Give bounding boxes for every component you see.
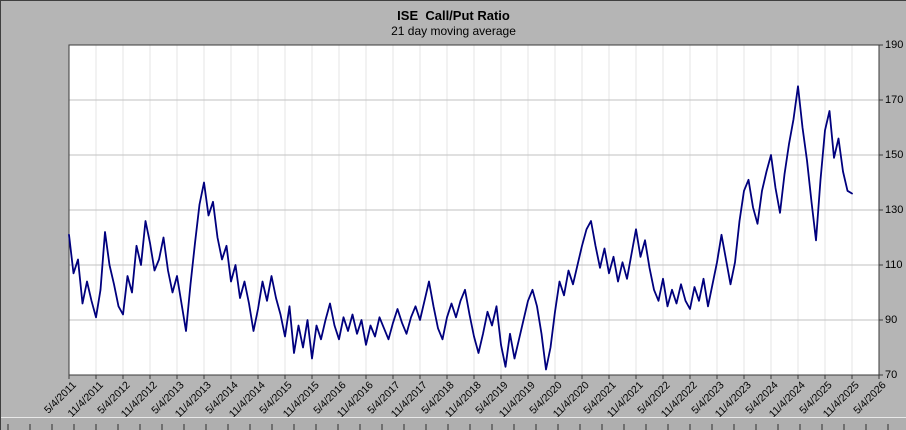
y-axis-tick-label: 190 [885, 39, 904, 51]
y-axis-tick-label: 130 [885, 204, 904, 216]
ruler-ticks [7, 424, 906, 430]
y-axis-tick-label: 90 [885, 314, 898, 326]
series-line [68, 85, 853, 371]
bottom-tick-ruler [1, 417, 906, 430]
y-axis-tick-label: 110 [885, 259, 903, 271]
y-axis-tick-label: 170 [885, 94, 904, 106]
y-axis-tick-label: 70 [885, 369, 898, 381]
y-axis-tick-label: 150 [885, 149, 904, 161]
chart-title: ISE Call/Put Ratio [397, 8, 510, 23]
chart-subtitle: 21 day moving average [391, 24, 516, 38]
